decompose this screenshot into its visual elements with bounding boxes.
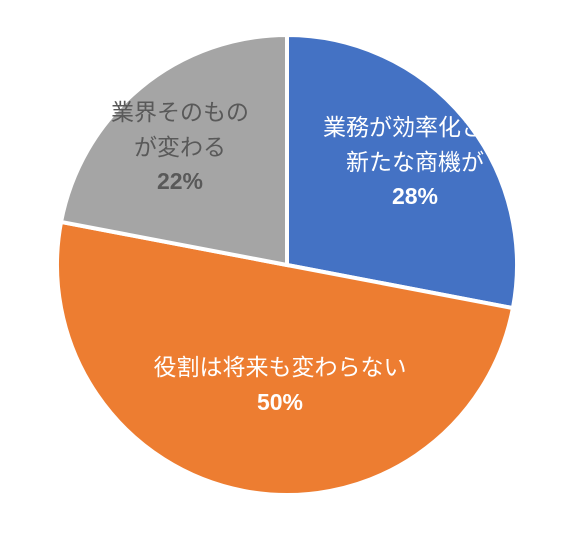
pie-svg (0, 0, 575, 559)
pie-chart: 業務が効率化され新たな商機が28%役割は将来も変わらない50%業界そのものが変わ… (0, 0, 575, 559)
slice-efficiency (287, 35, 517, 308)
